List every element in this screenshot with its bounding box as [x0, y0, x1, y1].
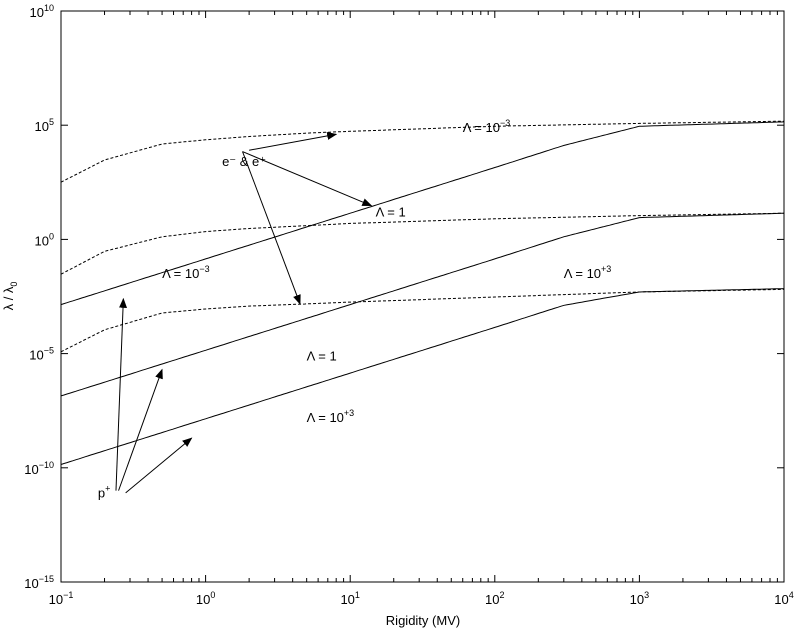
annotation-label: Λ = 10−3 — [463, 118, 511, 135]
annotation-arrow — [125, 437, 193, 494]
arrows — [115, 131, 373, 494]
x-tick-label: 101 — [340, 590, 359, 607]
x-tick-label: 10−1 — [49, 590, 74, 607]
x-tick-label: 100 — [196, 590, 215, 607]
x-tick-label: 103 — [630, 590, 649, 607]
annotation-arrow — [242, 151, 373, 207]
y-tick-label: 10−15 — [24, 574, 54, 591]
plot-frame — [60, 10, 785, 583]
y-axis-title: λ / λ0 — [1, 282, 19, 311]
y-axis-title-sub: 0 — [9, 282, 19, 287]
x-tick-label: 104 — [774, 590, 793, 607]
series-line-5 — [60, 212, 785, 397]
annotation-label: e⁻ & e⁺ — [222, 154, 266, 169]
series-line-4 — [60, 121, 785, 306]
series-line-3 — [60, 288, 784, 353]
annotation-label: Λ = 1 — [376, 205, 406, 220]
y-axis-title-main: λ / λ — [1, 286, 16, 310]
annotation-arrow — [118, 368, 163, 491]
annotation-label: Λ = 10−3 — [162, 264, 210, 281]
x-tick-label: 102 — [485, 590, 504, 607]
series — [60, 120, 785, 465]
y-tick-label: 10−5 — [29, 346, 54, 363]
series-line-2 — [60, 212, 785, 275]
annotation-arrow — [249, 131, 338, 151]
series-line-6 — [60, 288, 785, 465]
annotation-label: p+ — [98, 484, 111, 501]
y-tick-label: 100 — [35, 231, 54, 248]
ticks: 10−1 100 101 102 103 104 1010 105 100 10−5 10−10 10… — [24, 3, 793, 607]
annotation-arrow — [242, 151, 301, 305]
y-tick-label: 105 — [35, 117, 54, 134]
series-line-1 — [60, 120, 784, 183]
x-axis-title: Rigidity (MV) — [386, 613, 460, 628]
annotation-label: Λ = 10+3 — [564, 264, 612, 281]
y-tick-label: 1010 — [30, 3, 54, 20]
annotation-label: Λ = 10+3 — [307, 408, 355, 425]
annotation-arrow — [115, 297, 128, 491]
y-tick-label: 10−10 — [24, 460, 54, 477]
svg-text:λ / λ0: λ / λ0 — [1, 282, 19, 311]
annotations: e⁻ & e⁺ Λ = 10−3 Λ = 1 Λ = 10+3 Λ = 10−3 Λ = … — [98, 118, 611, 500]
annotation-label: Λ = 1 — [307, 348, 337, 363]
